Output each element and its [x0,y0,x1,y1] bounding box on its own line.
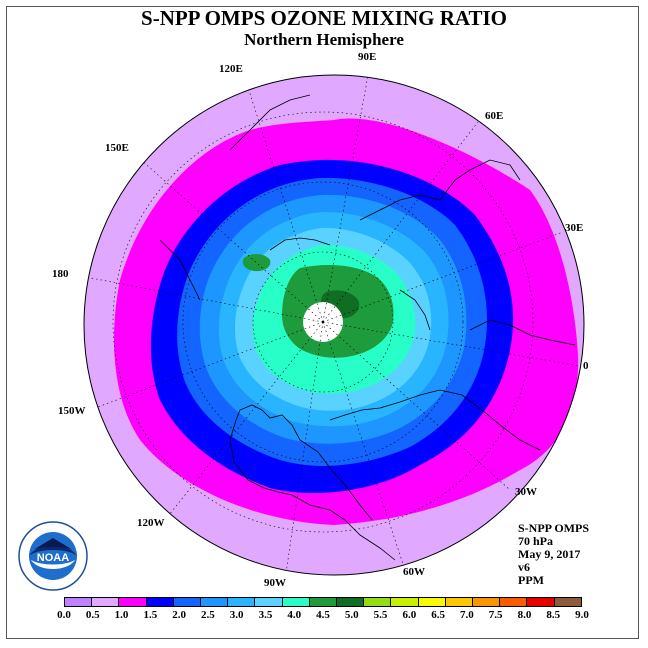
lon-label-0: 0 [583,360,589,372]
lon-label-120e: 120E [219,63,243,75]
noaa-logo-text: NOAA [37,552,69,564]
colorbar-segment [173,598,202,606]
info-date: May 9, 2017 [518,547,581,561]
colorbar-tick-label: 0.5 [85,609,100,621]
colorbar-tick-label: 3.0 [229,609,244,621]
info-version: v6 [518,560,530,574]
info-block: S-NPP OMPS 70 hPa May 9, 2017 v6 PPM [518,522,589,587]
page-title: S-NPP OMPS OZONE MIXING RATIO [141,6,507,30]
colorbar-segment [337,598,365,606]
colorbar-segment [500,598,528,606]
colorbar-segment [527,598,555,606]
colorbar-segment [65,598,93,606]
colorbar-segment [228,598,256,606]
lon-label-60e: 60E [485,110,504,122]
coastlines [159,94,576,561]
colorbar-tick-label: 3.5 [258,609,273,621]
info-units: PPM [518,573,544,587]
colorbar-segment [445,598,474,606]
colorbar-tick-label: 8.5 [546,609,561,621]
colorbar-ticks: 0.0 0.5 1.0 1.5 2.0 2.5 3.0 3.5 4.0 4.5 5.0 5.5 6.0 6… [57,609,589,623]
lon-label-90e: 90E [358,51,377,63]
colorbar-tick-label: 5.0 [344,609,359,621]
info-level: 70 hPa [518,534,554,548]
colorbar-tick-label: 0.0 [57,609,71,621]
colorbar-tick-label: 5.5 [373,609,388,621]
colorbar-segment [119,598,147,606]
colorbar-segment [554,598,581,606]
colorbar-tick-label: 1.0 [114,609,129,621]
colorbar-segment [391,598,419,606]
colorbar-tick-label: 2.5 [201,609,215,621]
lon-label-120w: 120W [137,517,165,529]
colorbar-tick-label: 2.0 [172,609,186,621]
colorbar-tick-label: 9.0 [575,609,589,621]
colorbar [64,597,582,607]
colorbar-tick-label: 4.5 [316,609,330,621]
colorbar-segment [418,598,446,606]
lon-label-180: 180 [52,268,69,280]
noaa-logo-icon: NOAA [18,521,88,591]
lon-label-150w: 150W [58,405,86,417]
colorbar-tick-label: 6.0 [402,609,417,621]
colorbar-tick-label: 8.0 [517,609,532,621]
lon-label-150e: 150E [105,142,129,154]
colorbar-segment [201,598,229,606]
colorbar-tick-label: 6.5 [431,609,445,621]
colorbar-segment [473,598,501,606]
colorbar-tick-label: 7.5 [488,609,503,621]
colorbar-segment [146,598,174,606]
lon-label-90w: 90W [264,577,286,589]
lon-label-30e: 30E [565,222,584,234]
colorbar-segment [255,598,283,606]
map-outline [83,74,585,576]
colorbar-tick-label: 4.0 [287,609,302,621]
colorbar-segment [92,598,120,606]
lon-label-30w: 30W [515,486,537,498]
graticule [84,75,581,575]
colorbar-segment [282,598,310,606]
info-instrument: S-NPP OMPS [518,521,589,535]
colorbar-segment [309,598,338,606]
colorbar-tick-label: 7.0 [460,609,474,621]
contour-4-5-small [242,254,271,272]
colorbar-segment [364,598,392,606]
colorbar-tick-label: 1.5 [143,609,158,621]
figure-frame [6,6,639,639]
lon-label-60w: 60W [403,566,425,578]
page-subtitle: Northern Hemisphere [244,30,404,49]
